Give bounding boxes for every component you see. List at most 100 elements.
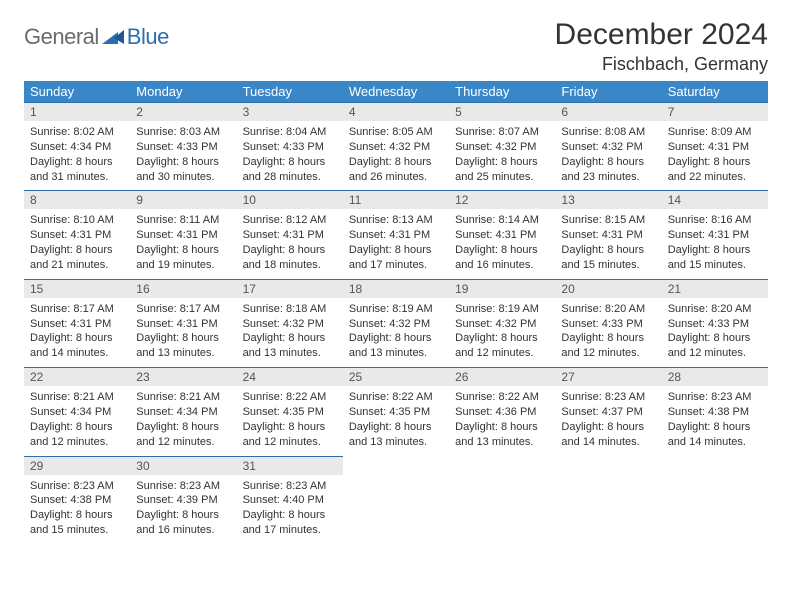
brand-logo: General Blue — [24, 18, 169, 50]
calendar-day-cell: 4Sunrise: 8:05 AMSunset: 4:32 PMDaylight… — [343, 102, 449, 190]
calendar-day-cell: 10Sunrise: 8:12 AMSunset: 4:31 PMDayligh… — [237, 190, 343, 278]
calendar-day-cell: 22Sunrise: 8:21 AMSunset: 4:34 PMDayligh… — [24, 367, 130, 455]
sunrise-text: Sunrise: 8:23 AM — [30, 479, 124, 494]
day-details: Sunrise: 8:03 AMSunset: 4:33 PMDaylight:… — [130, 121, 236, 190]
calendar-day-cell — [449, 456, 555, 544]
weekday-header: Monday — [130, 81, 236, 102]
daylight-text: Daylight: 8 hours and 23 minutes. — [561, 155, 655, 185]
daylight-text: Daylight: 8 hours and 13 minutes. — [349, 331, 443, 361]
day-number: 17 — [237, 279, 343, 298]
sunset-text: Sunset: 4:32 PM — [243, 317, 337, 332]
sunset-text: Sunset: 4:31 PM — [136, 317, 230, 332]
sunrise-text: Sunrise: 8:13 AM — [349, 213, 443, 228]
sunset-text: Sunset: 4:31 PM — [561, 228, 655, 243]
calendar-day-cell: 29Sunrise: 8:23 AMSunset: 4:38 PMDayligh… — [24, 456, 130, 544]
sunrise-text: Sunrise: 8:19 AM — [455, 302, 549, 317]
weekday-header-row: Sunday Monday Tuesday Wednesday Thursday… — [24, 81, 768, 102]
calendar-day-cell: 5Sunrise: 8:07 AMSunset: 4:32 PMDaylight… — [449, 102, 555, 190]
sunset-text: Sunset: 4:33 PM — [668, 317, 762, 332]
sunset-text: Sunset: 4:34 PM — [30, 405, 124, 420]
day-number: 13 — [555, 190, 661, 209]
daylight-text: Daylight: 8 hours and 28 minutes. — [243, 155, 337, 185]
sunrise-text: Sunrise: 8:18 AM — [243, 302, 337, 317]
day-details: Sunrise: 8:22 AMSunset: 4:35 PMDaylight:… — [237, 386, 343, 455]
daylight-text: Daylight: 8 hours and 17 minutes. — [243, 508, 337, 538]
sunset-text: Sunset: 4:39 PM — [136, 493, 230, 508]
weekday-header: Friday — [555, 81, 661, 102]
sunrise-text: Sunrise: 8:23 AM — [243, 479, 337, 494]
day-number: 29 — [24, 456, 130, 475]
sunrise-text: Sunrise: 8:08 AM — [561, 125, 655, 140]
calendar-week-row: 22Sunrise: 8:21 AMSunset: 4:34 PMDayligh… — [24, 367, 768, 455]
daylight-text: Daylight: 8 hours and 12 minutes. — [243, 420, 337, 450]
sunrise-text: Sunrise: 8:12 AM — [243, 213, 337, 228]
day-details: Sunrise: 8:22 AMSunset: 4:36 PMDaylight:… — [449, 386, 555, 455]
calendar-day-cell: 21Sunrise: 8:20 AMSunset: 4:33 PMDayligh… — [662, 279, 768, 367]
day-details: Sunrise: 8:14 AMSunset: 4:31 PMDaylight:… — [449, 209, 555, 278]
sunrise-text: Sunrise: 8:11 AM — [136, 213, 230, 228]
sunset-text: Sunset: 4:35 PM — [243, 405, 337, 420]
sunset-text: Sunset: 4:31 PM — [30, 228, 124, 243]
calendar-day-cell: 18Sunrise: 8:19 AMSunset: 4:32 PMDayligh… — [343, 279, 449, 367]
calendar-day-cell: 28Sunrise: 8:23 AMSunset: 4:38 PMDayligh… — [662, 367, 768, 455]
daylight-text: Daylight: 8 hours and 13 minutes. — [455, 420, 549, 450]
day-number: 15 — [24, 279, 130, 298]
calendar-day-cell: 8Sunrise: 8:10 AMSunset: 4:31 PMDaylight… — [24, 190, 130, 278]
sunrise-text: Sunrise: 8:21 AM — [136, 390, 230, 405]
daylight-text: Daylight: 8 hours and 14 minutes. — [561, 420, 655, 450]
sunrise-text: Sunrise: 8:03 AM — [136, 125, 230, 140]
day-number: 6 — [555, 102, 661, 121]
calendar-day-cell: 31Sunrise: 8:23 AMSunset: 4:40 PMDayligh… — [237, 456, 343, 544]
day-number: 11 — [343, 190, 449, 209]
day-details: Sunrise: 8:04 AMSunset: 4:33 PMDaylight:… — [237, 121, 343, 190]
weekday-header: Thursday — [449, 81, 555, 102]
day-number: 10 — [237, 190, 343, 209]
month-title: December 2024 — [555, 18, 768, 52]
sunset-text: Sunset: 4:31 PM — [136, 228, 230, 243]
day-number: 16 — [130, 279, 236, 298]
calendar-day-cell — [662, 456, 768, 544]
sunrise-text: Sunrise: 8:09 AM — [668, 125, 762, 140]
sunrise-text: Sunrise: 8:23 AM — [668, 390, 762, 405]
sunrise-text: Sunrise: 8:21 AM — [30, 390, 124, 405]
daylight-text: Daylight: 8 hours and 25 minutes. — [455, 155, 549, 185]
sunset-text: Sunset: 4:31 PM — [30, 317, 124, 332]
day-number: 3 — [237, 102, 343, 121]
daylight-text: Daylight: 8 hours and 12 minutes. — [455, 331, 549, 361]
sunrise-text: Sunrise: 8:15 AM — [561, 213, 655, 228]
daylight-text: Daylight: 8 hours and 12 minutes. — [561, 331, 655, 361]
daylight-text: Daylight: 8 hours and 15 minutes. — [30, 508, 124, 538]
sunset-text: Sunset: 4:32 PM — [349, 140, 443, 155]
day-details: Sunrise: 8:02 AMSunset: 4:34 PMDaylight:… — [24, 121, 130, 190]
day-details: Sunrise: 8:07 AMSunset: 4:32 PMDaylight:… — [449, 121, 555, 190]
day-number: 18 — [343, 279, 449, 298]
day-details: Sunrise: 8:05 AMSunset: 4:32 PMDaylight:… — [343, 121, 449, 190]
day-details: Sunrise: 8:23 AMSunset: 4:40 PMDaylight:… — [237, 475, 343, 544]
calendar-day-cell: 24Sunrise: 8:22 AMSunset: 4:35 PMDayligh… — [237, 367, 343, 455]
day-details: Sunrise: 8:12 AMSunset: 4:31 PMDaylight:… — [237, 209, 343, 278]
day-details: Sunrise: 8:23 AMSunset: 4:38 PMDaylight:… — [662, 386, 768, 455]
calendar-day-cell: 3Sunrise: 8:04 AMSunset: 4:33 PMDaylight… — [237, 102, 343, 190]
calendar-day-cell: 25Sunrise: 8:22 AMSunset: 4:35 PMDayligh… — [343, 367, 449, 455]
day-details: Sunrise: 8:15 AMSunset: 4:31 PMDaylight:… — [555, 209, 661, 278]
weekday-header: Saturday — [662, 81, 768, 102]
calendar-day-cell: 12Sunrise: 8:14 AMSunset: 4:31 PMDayligh… — [449, 190, 555, 278]
day-details: Sunrise: 8:21 AMSunset: 4:34 PMDaylight:… — [130, 386, 236, 455]
sunrise-text: Sunrise: 8:16 AM — [668, 213, 762, 228]
sunset-text: Sunset: 4:32 PM — [561, 140, 655, 155]
calendar-day-cell: 13Sunrise: 8:15 AMSunset: 4:31 PMDayligh… — [555, 190, 661, 278]
sunrise-text: Sunrise: 8:22 AM — [455, 390, 549, 405]
calendar-day-cell: 19Sunrise: 8:19 AMSunset: 4:32 PMDayligh… — [449, 279, 555, 367]
day-number: 9 — [130, 190, 236, 209]
calendar-day-cell: 30Sunrise: 8:23 AMSunset: 4:39 PMDayligh… — [130, 456, 236, 544]
day-number: 19 — [449, 279, 555, 298]
day-number: 26 — [449, 367, 555, 386]
sunset-text: Sunset: 4:38 PM — [668, 405, 762, 420]
daylight-text: Daylight: 8 hours and 12 minutes. — [136, 420, 230, 450]
sunset-text: Sunset: 4:40 PM — [243, 493, 337, 508]
calendar-table: Sunday Monday Tuesday Wednesday Thursday… — [24, 81, 768, 544]
day-details: Sunrise: 8:23 AMSunset: 4:38 PMDaylight:… — [24, 475, 130, 544]
calendar-week-row: 1Sunrise: 8:02 AMSunset: 4:34 PMDaylight… — [24, 102, 768, 190]
daylight-text: Daylight: 8 hours and 13 minutes. — [243, 331, 337, 361]
page-header: General Blue December 2024 Fischbach, Ge… — [24, 18, 768, 75]
